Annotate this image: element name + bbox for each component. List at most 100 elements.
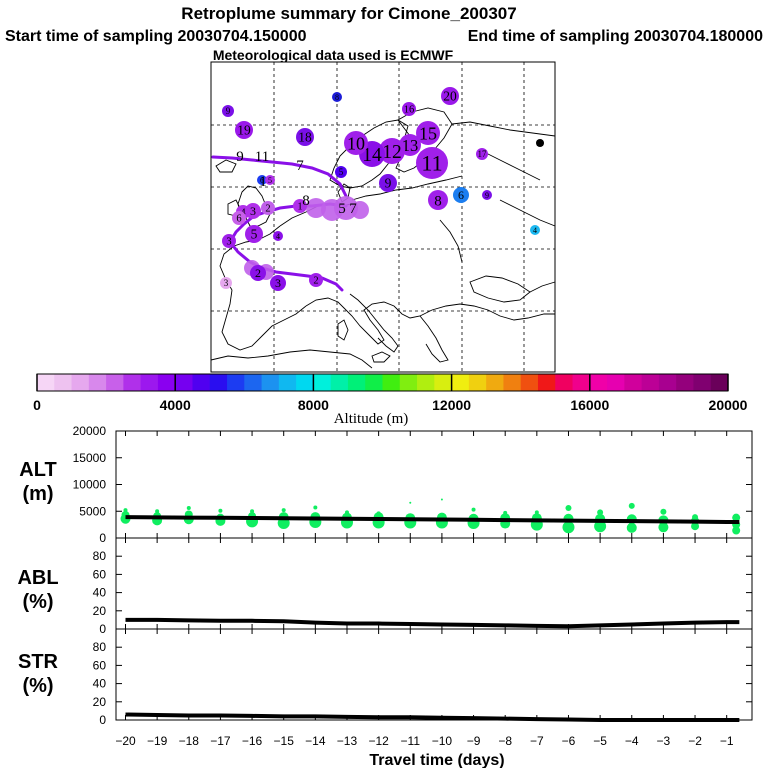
cluster-marker (453, 187, 469, 203)
alt-scatter-point (658, 522, 669, 533)
colorbar-cell (140, 374, 159, 391)
alt-scatter-point (597, 509, 604, 516)
cluster-marker-label: 18 (298, 130, 312, 145)
cluster-marker-label: 4 (276, 232, 280, 241)
cluster-marker (476, 148, 488, 160)
x-tick-label: −1 (720, 734, 734, 748)
panel-alt: 0 5000 10000 15000 20000 ALT(m) (19, 424, 753, 545)
panel-label: ABL (17, 567, 58, 589)
y-tick-label: 10000 (73, 478, 107, 492)
colorbar-cell (589, 374, 608, 391)
colorbar-cell (468, 374, 487, 391)
cluster-marker (428, 190, 448, 210)
cluster-marker (261, 201, 275, 215)
map-frame (210, 61, 556, 373)
colorbar-cell (399, 374, 418, 391)
x-axis-title: Travel time (days) (369, 752, 504, 768)
alt-scatter-point (376, 511, 381, 516)
colorbar-tick-label: 8000 (298, 397, 329, 413)
colorbar-cell (641, 374, 660, 391)
x-tick-label: −2 (688, 734, 702, 748)
cluster-marker-label: 3 (250, 204, 256, 218)
x-tick-label: −14 (305, 734, 326, 748)
alt-scatter-point (218, 508, 223, 513)
cluster-marker-label: 8 (335, 93, 339, 102)
cluster-marker-label: 6 (458, 188, 464, 202)
colorbar-cell (451, 374, 470, 391)
cluster-markers: 9198201618171513121410911869465432145632… (220, 87, 544, 291)
panel-unit: (m) (22, 483, 53, 505)
colorbar-cell (537, 374, 556, 391)
y-tick-label: 60 (93, 658, 107, 672)
colorbar-cell (296, 374, 314, 391)
time-series-panels: 05000100001500020000ALT(m)020406080ABL(%… (17, 424, 753, 748)
cluster-marker-label: 5 (268, 176, 272, 185)
panel-label: STR (18, 651, 59, 673)
colorbar-cell (209, 374, 228, 391)
colorbar-cell (175, 374, 193, 391)
cluster-marker-label: 1 (297, 202, 302, 213)
trajectory-day-label: 8 (302, 193, 310, 209)
cluster-marker-label: 19 (237, 123, 251, 138)
x-tick-label: −10 (432, 734, 453, 748)
cluster-marker (416, 147, 448, 179)
x-tick-label: −15 (274, 734, 295, 748)
cluster-marker (245, 203, 261, 219)
map-graticule (211, 62, 555, 372)
alt-scatter-point (409, 501, 412, 504)
cluster-marker-label: 9 (385, 176, 392, 191)
cluster-marker-label: 11 (421, 151, 442, 176)
colorbar-cell (88, 374, 107, 391)
alt-scatter-point (732, 513, 741, 522)
colorbar-cell (365, 374, 383, 391)
cluster-marker-label: 4 (533, 226, 537, 235)
cluster-marker (379, 138, 405, 164)
colorbar-tick-label: 20000 (709, 397, 748, 413)
cluster-marker-label: 2 (313, 276, 318, 287)
alt-scatter-point (440, 498, 443, 501)
colorbar-cell (227, 374, 245, 391)
cluster-marker-label: 13 (402, 136, 419, 155)
cluster-marker (379, 174, 397, 192)
colorbar-cell (658, 374, 677, 391)
cluster-marker-label: 14 (362, 145, 382, 166)
colorbar-cell (157, 374, 176, 391)
cluster-marker (222, 105, 234, 117)
cluster-marker (296, 128, 314, 146)
y-tick-label: 0 (99, 531, 106, 545)
alt-scatter-point (660, 508, 667, 515)
colorbar-tick-label: 12000 (432, 397, 471, 413)
cluster-marker (332, 92, 342, 102)
alt-scatter-point (628, 502, 635, 509)
colorbar-cell (503, 374, 522, 391)
x-tick-label: −5 (593, 734, 607, 748)
y-tick-label: 80 (93, 640, 107, 654)
trajectory-day-label: 7 (296, 158, 304, 174)
colorbar-tick-label: 4000 (160, 397, 191, 413)
cluster-marker (335, 166, 347, 178)
colorbar-cell (434, 374, 453, 391)
trajectory-day-label: 11 (255, 149, 269, 165)
cluster-marker-label: 9 (226, 106, 231, 116)
alt-scatter-point (692, 514, 699, 521)
cluster-marker (265, 175, 275, 185)
alt-scatter-point (281, 508, 286, 513)
cluster-marker-label: 3 (275, 276, 281, 290)
series-line-str (125, 712, 740, 722)
y-tick-label: 0 (99, 713, 106, 727)
cluster-marker (273, 231, 283, 241)
x-tick-label: −8 (498, 734, 512, 748)
colorbar-cell (192, 374, 211, 391)
alt-scatter-point (471, 507, 476, 512)
cluster-marker-label: 5 (339, 167, 344, 177)
alt-scatter-point (626, 522, 637, 533)
colorbar-cell (382, 374, 401, 391)
panel-unit: (%) (22, 675, 53, 697)
colorbar-cell (347, 374, 366, 391)
y-tick-label: 40 (93, 677, 107, 691)
alt-scatter-point (565, 505, 572, 512)
trajectory-day-label: 9 (236, 149, 244, 165)
colorbar-cell (37, 374, 55, 391)
cluster-marker (441, 87, 459, 105)
cluster-marker-label: 10 (347, 133, 365, 153)
